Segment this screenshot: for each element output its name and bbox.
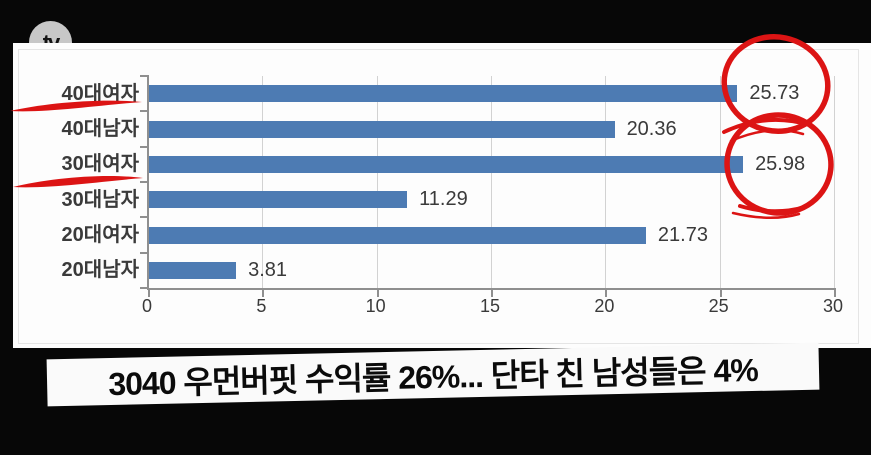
x-axis-tick xyxy=(719,288,722,297)
category-label-30대여자: 30대여자 xyxy=(61,153,139,176)
gridline-x-30 xyxy=(834,76,835,288)
bar-40대여자 xyxy=(149,85,738,103)
y-axis-tick xyxy=(140,110,149,113)
x-axis-tick xyxy=(491,288,493,297)
category-label-40대남자: 40대남자 xyxy=(61,118,139,140)
value-label-30대여자: 25.98 xyxy=(755,152,806,175)
value-label-20대여자: 21.73 xyxy=(657,223,708,246)
x-axis-label-25: 25 xyxy=(708,296,729,316)
gridline-x-25 xyxy=(719,76,721,288)
y-axis-tick xyxy=(140,287,149,289)
x-axis-tick xyxy=(834,288,836,297)
y-axis-tick xyxy=(140,75,149,77)
bar-40대남자 xyxy=(149,120,615,138)
chart-frame-border xyxy=(18,49,859,344)
x-axis-tick xyxy=(605,288,608,297)
value-label-20대남자: 3.81 xyxy=(248,258,288,281)
gridline-x-15 xyxy=(491,76,492,288)
x-axis-label-15: 15 xyxy=(479,296,501,316)
category-label-30대남자: 30대남자 xyxy=(61,188,139,211)
plot-area: 25.73 20.36 25.98 11.29 21.73 3.81 xyxy=(140,75,836,297)
gridline-x-10 xyxy=(376,76,378,288)
value-label-30대남자: 11.29 xyxy=(419,188,468,211)
x-axis-label-20: 20 xyxy=(594,296,615,316)
gridline-x-5 xyxy=(262,76,264,288)
value-label-40대여자: 25.73 xyxy=(749,82,800,105)
caption-text: 3040 우먼버핏 수익률 26%... 단타 친 남성들은 4% xyxy=(107,351,759,402)
y-axis-tick xyxy=(140,251,149,254)
category-label-20대여자: 20대여자 xyxy=(61,224,139,246)
bar-30대남자 xyxy=(149,191,408,209)
bar-30대여자 xyxy=(149,155,744,173)
chart-panel: 25.73 20.36 25.98 11.29 21.73 3.81 40대여자 40대남자… xyxy=(13,43,871,348)
caption-banner: 3040 우먼버핏 수익률 26%... 단타 친 남성들은 4% xyxy=(46,342,820,407)
category-label-20대남자: 20대남자 xyxy=(61,259,139,282)
gridline-x-20 xyxy=(605,76,607,288)
y-axis-tick xyxy=(140,216,149,219)
bar-20대남자 xyxy=(149,261,237,279)
x-axis-tick xyxy=(148,288,150,297)
category-label-40대여자: 40대여자 xyxy=(61,82,139,105)
x-axis-tick xyxy=(376,288,379,297)
x-axis-tick xyxy=(262,288,265,297)
y-axis-tick xyxy=(140,145,149,148)
x-axis-label-0: 0 xyxy=(141,296,152,316)
x-axis-label-5: 5 xyxy=(256,296,267,316)
x-axis-label-10: 10 xyxy=(365,296,386,316)
bar-20대여자 xyxy=(149,226,646,244)
value-label-40대남자: 20.36 xyxy=(626,117,677,140)
y-axis-tick xyxy=(140,181,149,183)
x-axis-label-30: 30 xyxy=(822,296,844,316)
